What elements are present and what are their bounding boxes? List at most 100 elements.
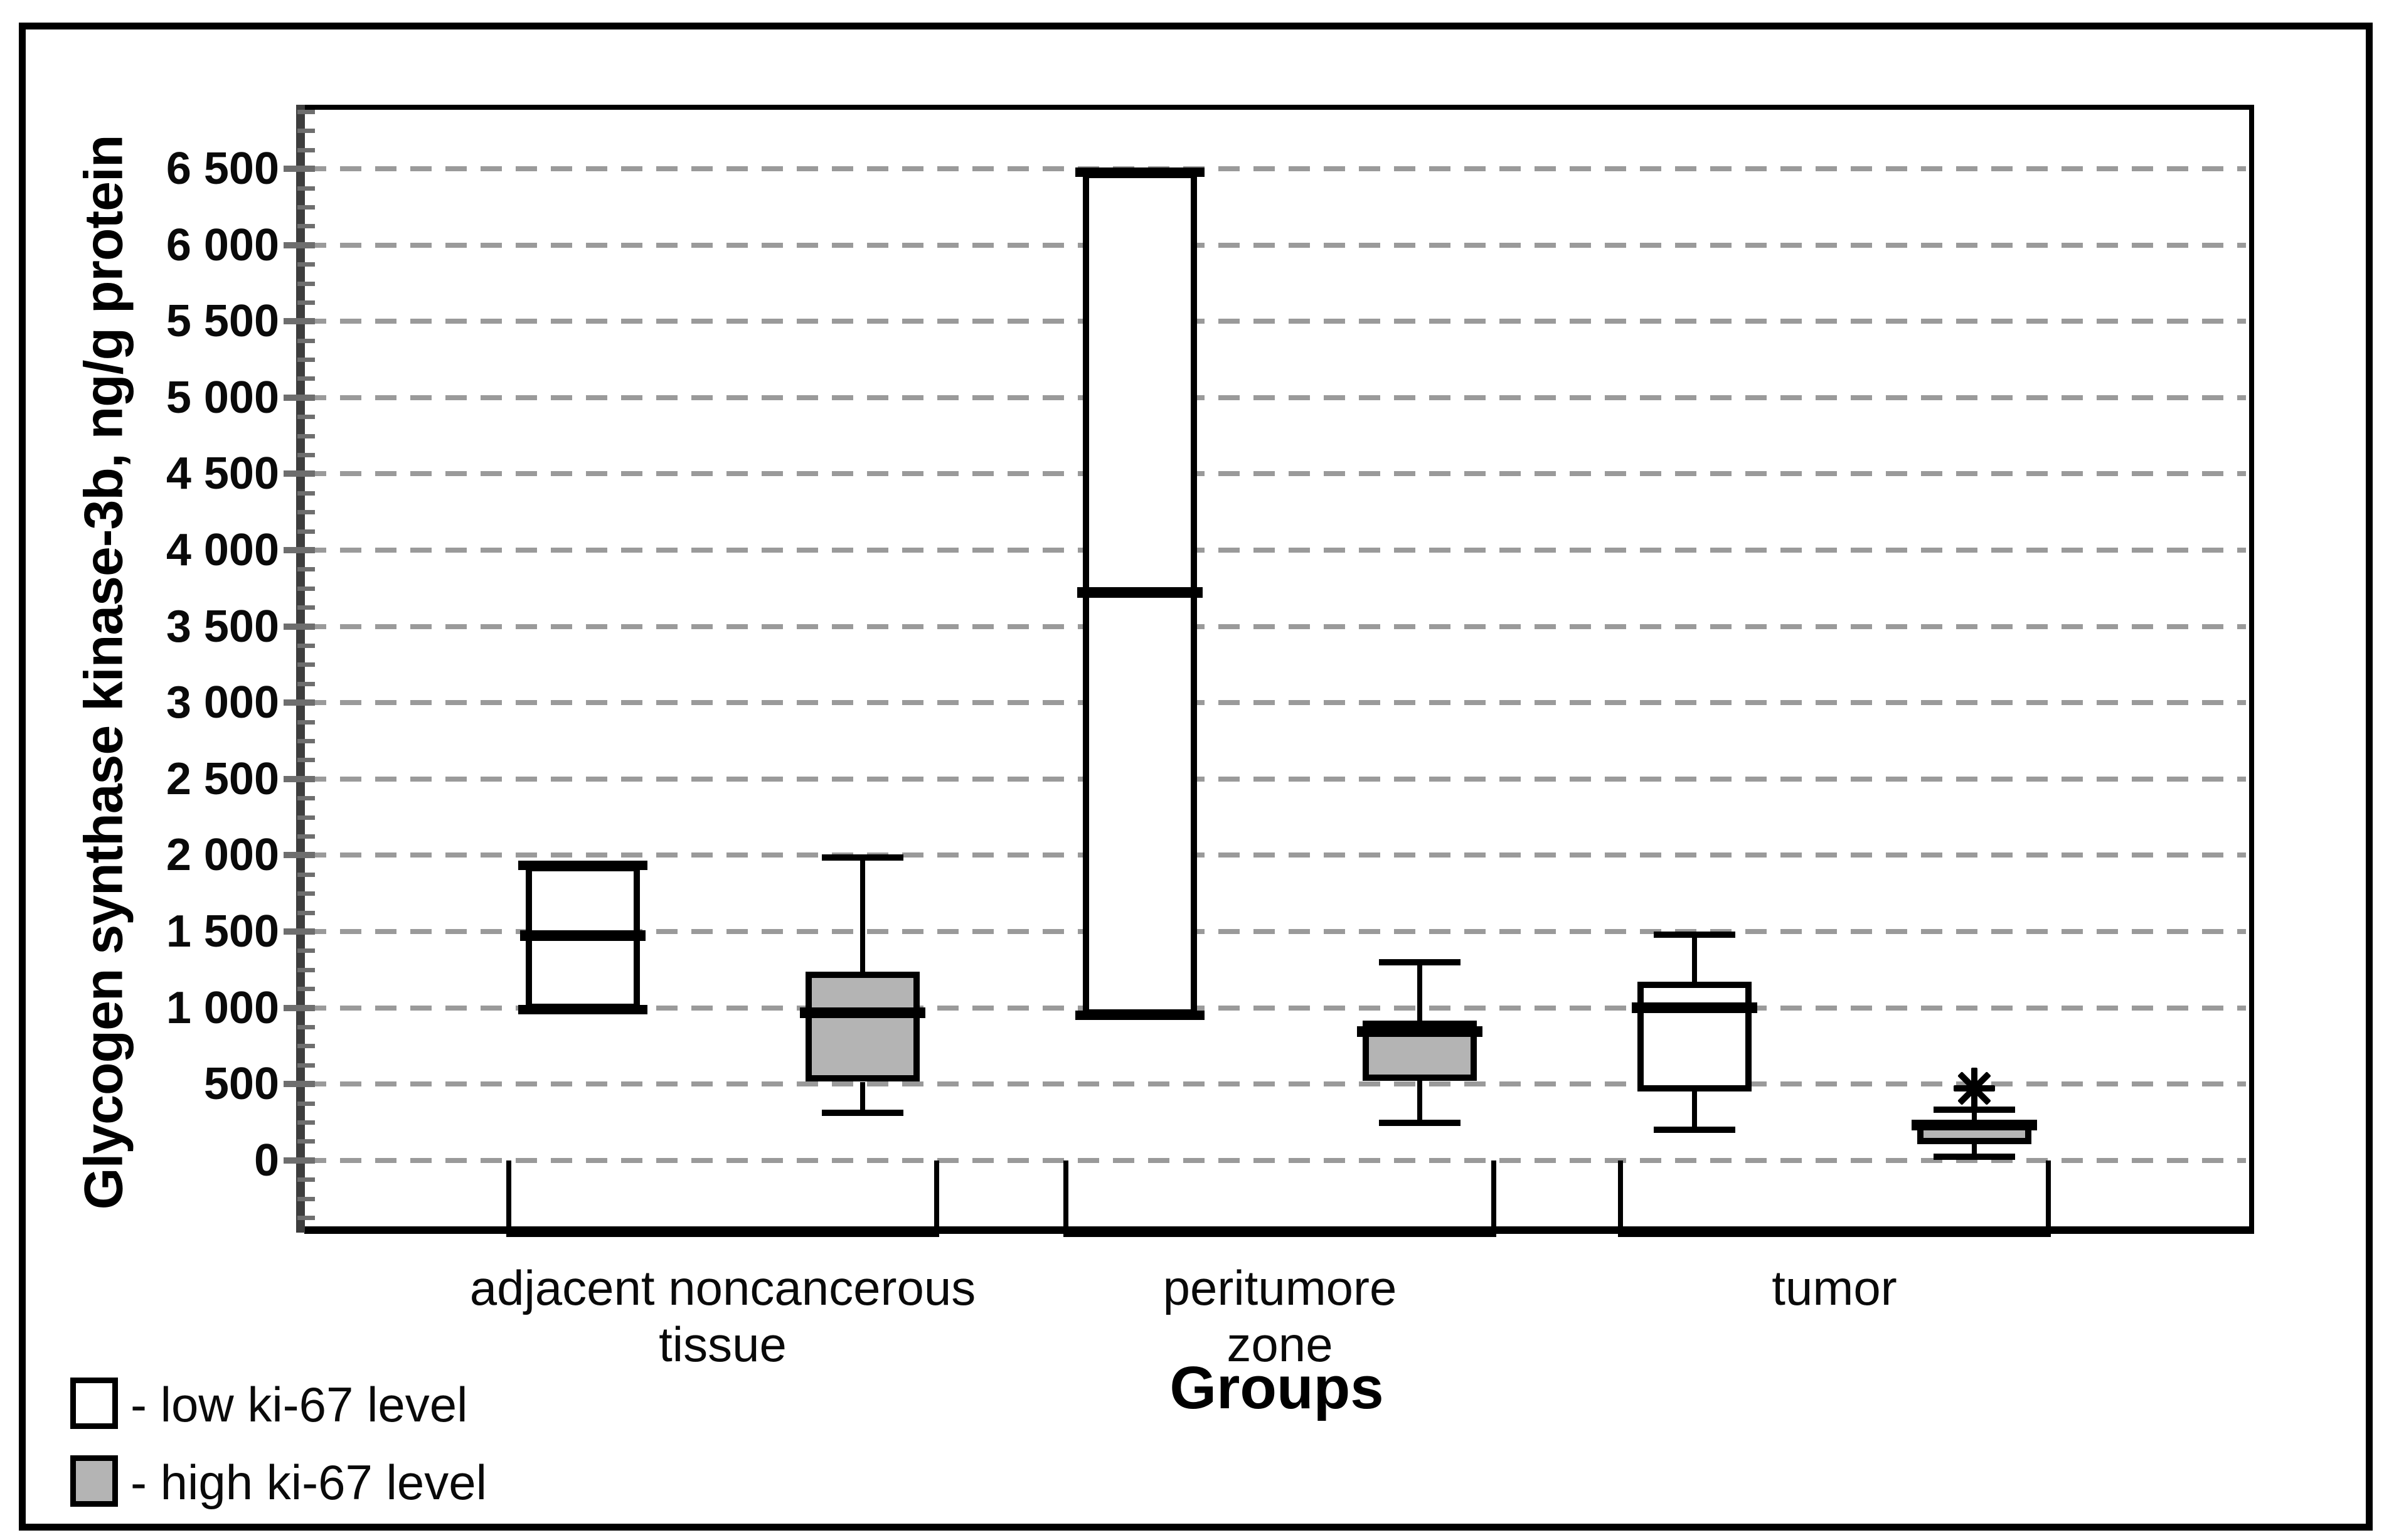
- legend-label-high: - high ki-67 level: [130, 1455, 487, 1510]
- y-minor-tick: [297, 1196, 315, 1201]
- y-minor-tick: [297, 1101, 315, 1106]
- gridline-4000: [305, 548, 2246, 553]
- legend-label-low: - low ki-67 level: [130, 1377, 468, 1432]
- y-major-tick-2000: [284, 852, 315, 859]
- y-minor-tick: [297, 1177, 315, 1182]
- y-major-tick-3000: [284, 699, 315, 706]
- bracket-bar-group1: [506, 1232, 939, 1237]
- group-label-line: tissue: [659, 1317, 787, 1372]
- y-minor-tick: [297, 186, 315, 191]
- median-line: [800, 1007, 925, 1019]
- y-tick-label-2500: 2 500: [166, 753, 279, 804]
- y-tick-label-3000: 3 000: [166, 677, 279, 728]
- whisker-cap-low: [822, 1110, 903, 1117]
- group-label-2: peritumore zone: [1163, 1260, 1397, 1373]
- y-minor-tick: [297, 910, 315, 915]
- y-minor-tick: [297, 491, 315, 496]
- y-minor-tick: [297, 1139, 315, 1144]
- y-minor-tick: [297, 834, 315, 839]
- bracket-left-group2: [1063, 1160, 1068, 1237]
- whisker-stem-high: [1972, 1110, 1977, 1122]
- y-major-tick-4500: [284, 470, 315, 477]
- group-label-1: adjacent noncancerous tissue: [470, 1260, 976, 1373]
- bracket-bar-group2: [1063, 1232, 1496, 1237]
- whisker-stem-high: [1417, 962, 1422, 1021]
- whisker-cap-low: [1654, 1127, 1735, 1134]
- y-minor-tick: [297, 415, 315, 420]
- bracket-right-group2: [1491, 1160, 1496, 1237]
- y-minor-tick: [297, 720, 315, 725]
- y-minor-tick: [297, 224, 315, 229]
- group-label-line: adjacent noncancerous: [469, 1260, 976, 1315]
- y-minor-tick: [297, 433, 315, 438]
- whisker-cap-high: [1379, 959, 1461, 965]
- bracket-bar-group3: [1618, 1232, 2051, 1237]
- y-tick-label-1500: 1 500: [166, 906, 279, 957]
- x-axis-title: Groups: [1169, 1354, 1384, 1421]
- y-minor-tick: [297, 262, 315, 267]
- y-tick-label-2000: 2 000: [166, 830, 279, 881]
- y-minor-tick: [297, 758, 315, 763]
- gridline-5000: [305, 395, 2246, 400]
- gridline-2500: [305, 776, 2246, 782]
- y-minor-tick: [297, 453, 315, 458]
- bracket-right-group1: [934, 1160, 939, 1237]
- y-minor-tick: [297, 567, 315, 572]
- y-major-tick-1000: [284, 1004, 315, 1011]
- y-minor-tick: [297, 605, 315, 610]
- y-minor-tick: [297, 1120, 315, 1125]
- y-minor-tick: [297, 1063, 315, 1068]
- whisker-cap-high: [1654, 931, 1735, 938]
- y-major-tick-5000: [284, 394, 315, 401]
- median-line: [1632, 1002, 1757, 1013]
- y-minor-tick: [297, 358, 315, 363]
- median-line: [1357, 1026, 1482, 1038]
- whisker-stem-low: [1972, 1144, 1977, 1157]
- whisker-stem-low: [1417, 1081, 1422, 1123]
- y-major-tick-1500: [284, 928, 315, 935]
- bracket-left-group1: [506, 1160, 511, 1237]
- gridline-3500: [305, 624, 2246, 629]
- y-minor-tick: [297, 109, 315, 114]
- y-tick-label-4500: 4 500: [166, 449, 279, 499]
- y-major-tick-3500: [284, 623, 315, 630]
- y-tick-label-3500: 3 500: [166, 601, 279, 652]
- gridline-5500: [305, 319, 2246, 324]
- whisker-cap-high: [1934, 1107, 2015, 1113]
- y-minor-tick: [297, 529, 315, 534]
- group-label-3: tumor: [1772, 1260, 1897, 1316]
- y-tick-label-5000: 5 000: [166, 372, 279, 423]
- gridline-0: [305, 1157, 2246, 1163]
- gridline-4500: [305, 471, 2246, 477]
- y-minor-tick: [297, 815, 315, 820]
- gridline-1000: [305, 1005, 2246, 1011]
- y-major-tick-500: [284, 1081, 315, 1088]
- y-minor-tick: [297, 1215, 315, 1220]
- y-minor-tick: [297, 891, 315, 896]
- whisker-cap-low: [1934, 1153, 2015, 1160]
- y-tick-label-0: 0: [253, 1135, 279, 1186]
- group-label-line: zone: [1226, 1317, 1333, 1372]
- y-minor-tick: [297, 338, 315, 343]
- median-line: [1077, 587, 1203, 598]
- y-tick-label-1000: 1 000: [166, 982, 279, 1033]
- gridline-6500: [305, 166, 2246, 172]
- y-minor-tick: [297, 967, 315, 972]
- y-minor-tick: [297, 681, 315, 686]
- y-major-tick-4000: [284, 547, 315, 554]
- median-line: [1912, 1119, 2037, 1130]
- y-major-tick-6500: [284, 166, 315, 173]
- y-minor-tick: [297, 662, 315, 667]
- y-tick-label-6000: 6 000: [166, 220, 279, 270]
- y-minor-tick: [297, 376, 315, 381]
- whisker-stem-low: [1692, 1091, 1697, 1130]
- gridline-6000: [305, 242, 2246, 248]
- legend-swatch-low: [70, 1378, 118, 1429]
- box-body: [806, 972, 920, 1082]
- y-minor-tick: [297, 872, 315, 877]
- y-tick-label-4000: 4 000: [166, 525, 279, 576]
